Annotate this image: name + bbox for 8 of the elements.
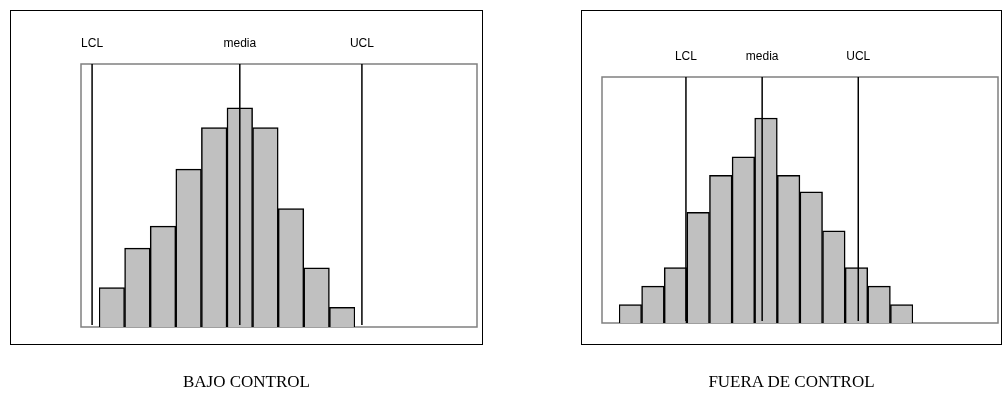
text: FUERA DE CONTROL [707, 372, 876, 392]
text: media [223, 36, 257, 51]
text: LCL [81, 36, 104, 51]
text: BAJO CONTROL [181, 372, 311, 392]
text: UCL [349, 36, 375, 51]
text: LCL [674, 49, 698, 64]
text: UCL [846, 49, 871, 64]
text: media [745, 49, 779, 64]
